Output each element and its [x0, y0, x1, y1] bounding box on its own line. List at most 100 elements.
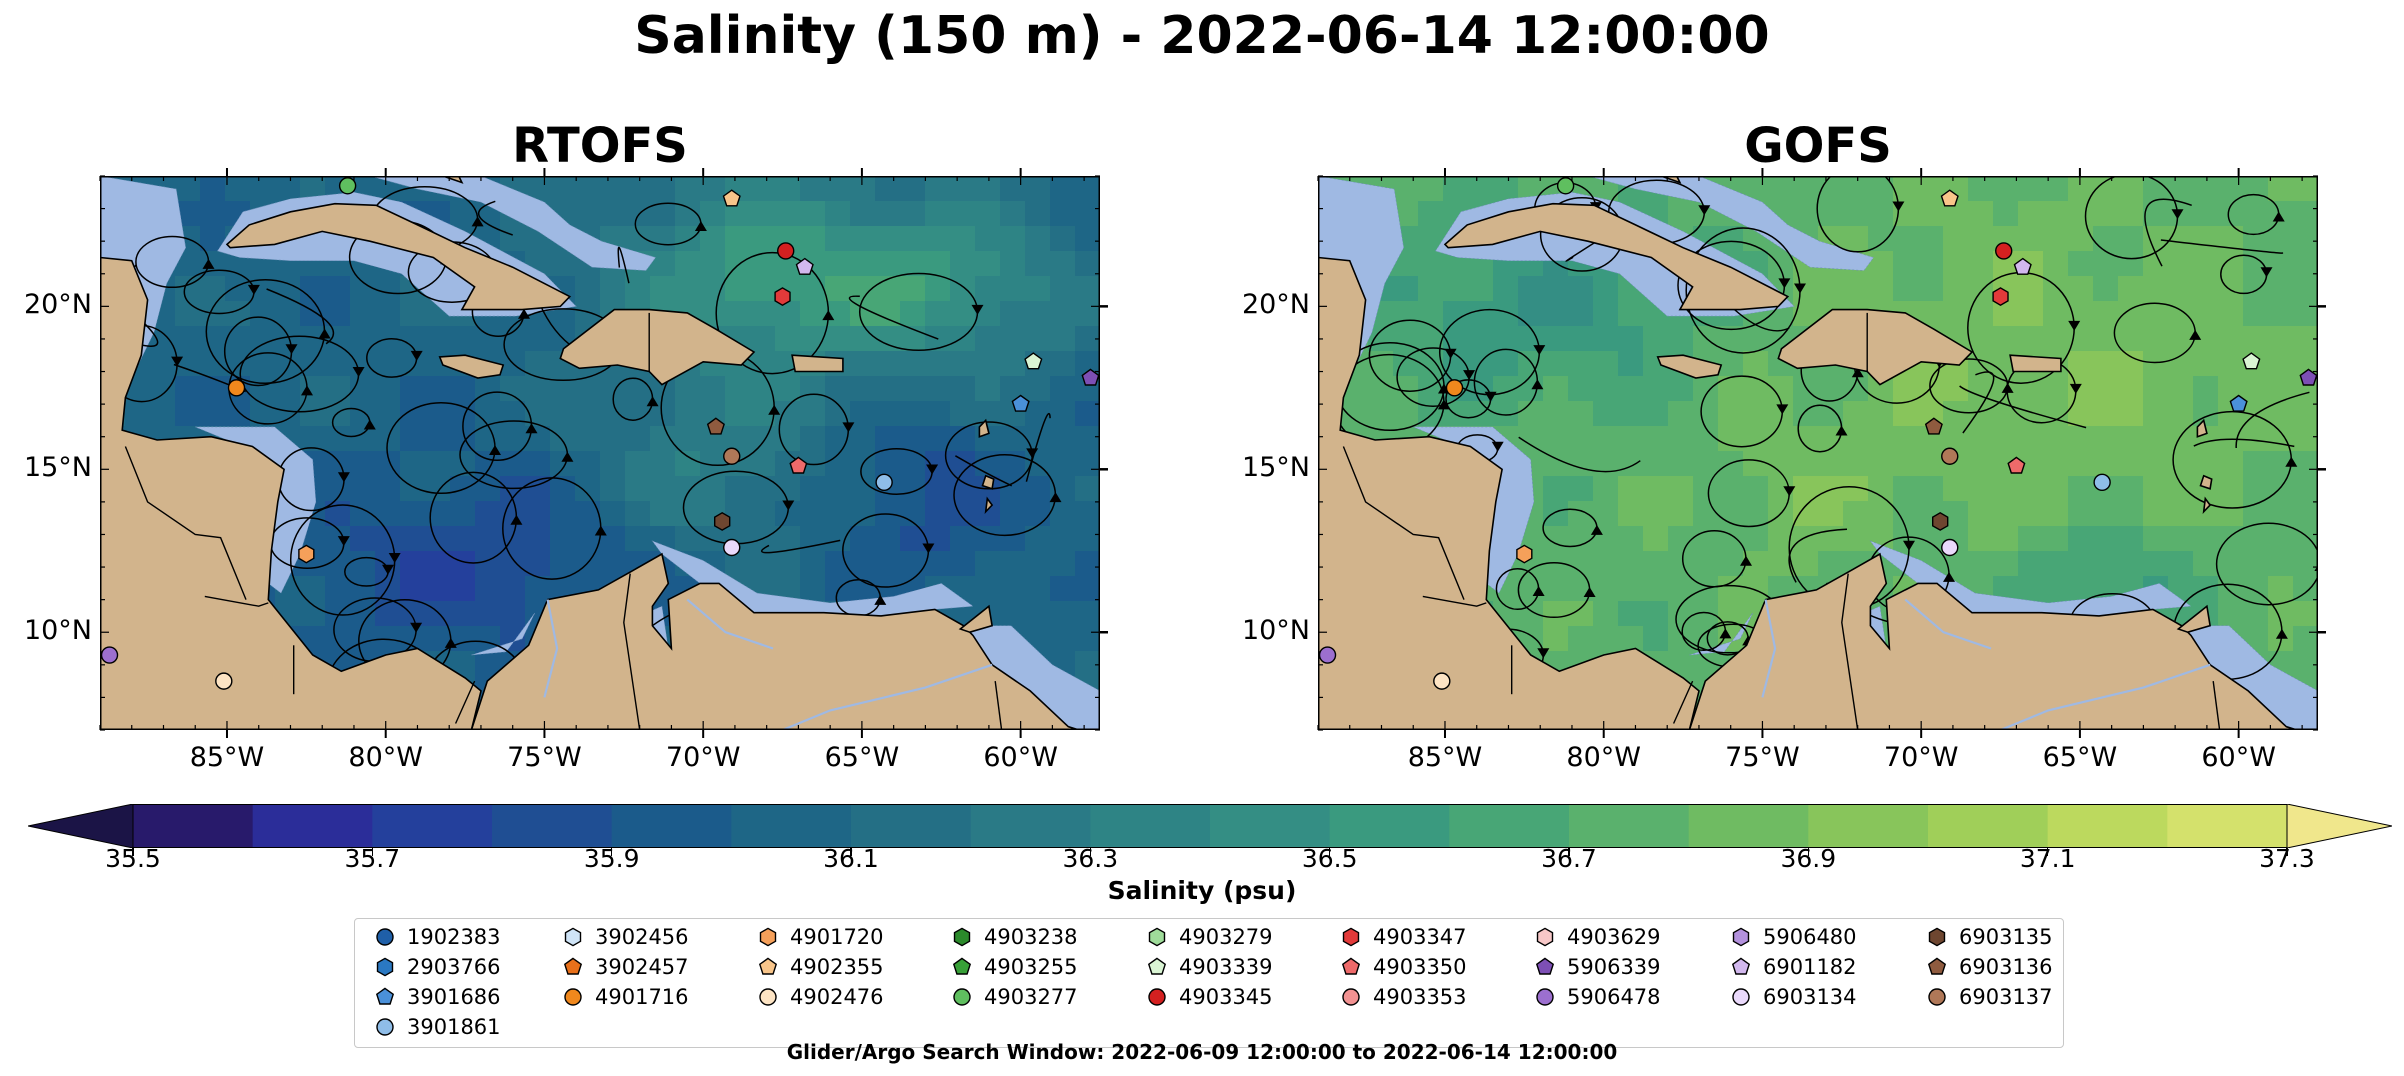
land-jamaica — [438, 354, 505, 379]
legend-label: 4903345 — [1179, 985, 1273, 1009]
platform-4903339[interactable] — [2242, 352, 2261, 370]
platform-legend: 1902383 2903766 3901686 3901861 3902456 39024… — [354, 918, 2064, 1048]
panel-title-gofs: GOFS — [1744, 118, 1892, 174]
circle-marker-icon — [1536, 988, 1554, 1006]
platform-5906339[interactable] — [2299, 368, 2318, 386]
platform-5906478[interactable] — [1318, 646, 1337, 664]
legend-label: 3902457 — [595, 955, 689, 979]
platform-3901686[interactable] — [1011, 394, 1030, 412]
lat-tick-label: 10°N — [23, 615, 92, 647]
platform-6901182[interactable] — [2013, 257, 2032, 275]
hexagon-marker-icon — [1536, 927, 1554, 947]
platform-4902476[interactable] — [215, 672, 233, 690]
colorbar-tick-label: 36.7 — [1541, 844, 1597, 873]
legend-item-4903339: 4903339 — [1145, 955, 1273, 979]
legend-label: 5906480 — [1763, 925, 1857, 949]
platform-6901182[interactable] — [795, 257, 814, 275]
panel-title-rtofs: RTOFS — [512, 118, 688, 174]
pentagon-marker-icon — [563, 957, 583, 975]
colorbar-tick-mark — [371, 848, 374, 856]
pentagon-marker-icon — [1535, 957, 1555, 975]
colorbar-tick-mark — [610, 848, 613, 856]
land-trinidad — [2176, 604, 2212, 634]
platform-3901686[interactable] — [2229, 394, 2248, 412]
legend-item-4903345: 4903345 — [1145, 985, 1273, 1009]
platform-4901716[interactable] — [227, 379, 246, 397]
platform-6903135[interactable] — [1932, 511, 1949, 531]
land-isl-lesser3 — [2202, 496, 2212, 514]
platform-4903350[interactable] — [789, 456, 808, 474]
lon-tick-label: 75°W — [1725, 742, 1800, 773]
colorbar-tick-label: 35.5 — [105, 844, 161, 873]
platform-4903339[interactable] — [1024, 352, 1043, 370]
platform-4901720[interactable] — [1516, 544, 1533, 564]
platform-6903134[interactable] — [723, 538, 741, 557]
legend-label: 5906478 — [1567, 985, 1661, 1009]
platform-4903345[interactable] — [777, 242, 795, 260]
platform-4901720[interactable] — [298, 544, 315, 564]
legend-label: 3901861 — [407, 1015, 501, 1039]
circle-marker-icon — [953, 988, 971, 1006]
figure-title: Salinity (150 m) - 2022-06-14 12:00:00 — [634, 6, 1770, 66]
platform-4902476[interactable] — [1433, 672, 1451, 690]
platform-4902355[interactable] — [722, 189, 741, 207]
land-isl-lesser — [978, 418, 990, 438]
legend-item-5906478: 5906478 — [1533, 985, 1661, 1009]
land-isl-lesser3 — [984, 496, 994, 514]
platform-4903347[interactable] — [1992, 287, 2009, 307]
hexagon-marker-icon — [1148, 927, 1166, 947]
legend-item-4902355: 4902355 — [756, 955, 884, 979]
legend-label: 6903137 — [1959, 985, 2053, 1009]
search-window-note: Glider/Argo Search Window: 2022-06-09 12… — [786, 1040, 1618, 1064]
colorbar-tick-mark — [1568, 848, 1570, 856]
platform-5906339[interactable] — [1081, 368, 1100, 386]
platform-3901861[interactable] — [2093, 473, 2111, 492]
lon-tick-label: 85°W — [189, 742, 265, 773]
platform-4902355[interactable] — [1940, 189, 1959, 207]
pentagon-marker-icon — [1147, 957, 1167, 975]
legend-item-4903353: 4903353 — [1339, 985, 1467, 1009]
lon-tick-label: 85°W — [1407, 742, 1483, 773]
circle-marker-icon — [376, 1018, 394, 1036]
hexagon-marker-icon — [1928, 927, 1946, 947]
map-frame — [1318, 176, 2318, 730]
pentagon-marker-icon — [952, 957, 972, 975]
land-cuba — [225, 202, 572, 311]
lat-tick-label: 20°N — [1241, 289, 1310, 321]
platform-4903277[interactable] — [338, 177, 357, 195]
platform-6903137[interactable] — [723, 447, 741, 465]
colorbar-bin — [1808, 804, 1929, 848]
legend-item-6903137: 6903137 — [1925, 985, 2053, 1009]
colorbar-tick-label: 36.3 — [1062, 844, 1119, 873]
platform-6903137[interactable] — [1941, 447, 1959, 465]
platform-6903136[interactable] — [1924, 417, 1943, 435]
platform-5906478[interactable] — [100, 646, 119, 664]
colorbar-tick-mark — [1328, 848, 1331, 856]
platform-4903347[interactable] — [774, 287, 791, 307]
legend-item-3902457: 3902457 — [561, 955, 689, 979]
platform-4903277[interactable] — [1556, 177, 1575, 195]
legend-label: 4903238 — [984, 925, 1078, 949]
platform-3901861[interactable] — [875, 473, 893, 492]
hexagon-marker-icon — [1732, 927, 1750, 947]
legend-label: 2903766 — [407, 955, 501, 979]
map-panel-rtofs[interactable] — [99, 168, 1108, 738]
legend-item-4902476: 4902476 — [756, 985, 884, 1009]
map-panel-gofs[interactable] — [1317, 168, 2326, 738]
legend-label: 3902456 — [595, 925, 689, 949]
platform-6903134[interactable] — [1941, 538, 1959, 557]
platform-4903350[interactable] — [2007, 456, 2026, 474]
colorbar-bin — [970, 804, 1091, 848]
circle-marker-icon — [1148, 988, 1166, 1006]
legend-label: 4901716 — [595, 985, 689, 1009]
platform-4903345[interactable] — [1995, 242, 2013, 260]
legend-item-4903255: 4903255 — [950, 955, 1078, 979]
lat-tick-label: 15°N — [23, 452, 92, 484]
platform-6903135[interactable] — [714, 511, 731, 531]
legend-label: 4903629 — [1567, 925, 1661, 949]
lat-tick-label: 20°N — [23, 289, 92, 321]
colorbar-tick-mark — [2286, 848, 2288, 856]
platform-4901716[interactable] — [1445, 379, 1464, 397]
land-hispaniola — [559, 308, 756, 386]
platform-6903136[interactable] — [706, 417, 725, 435]
